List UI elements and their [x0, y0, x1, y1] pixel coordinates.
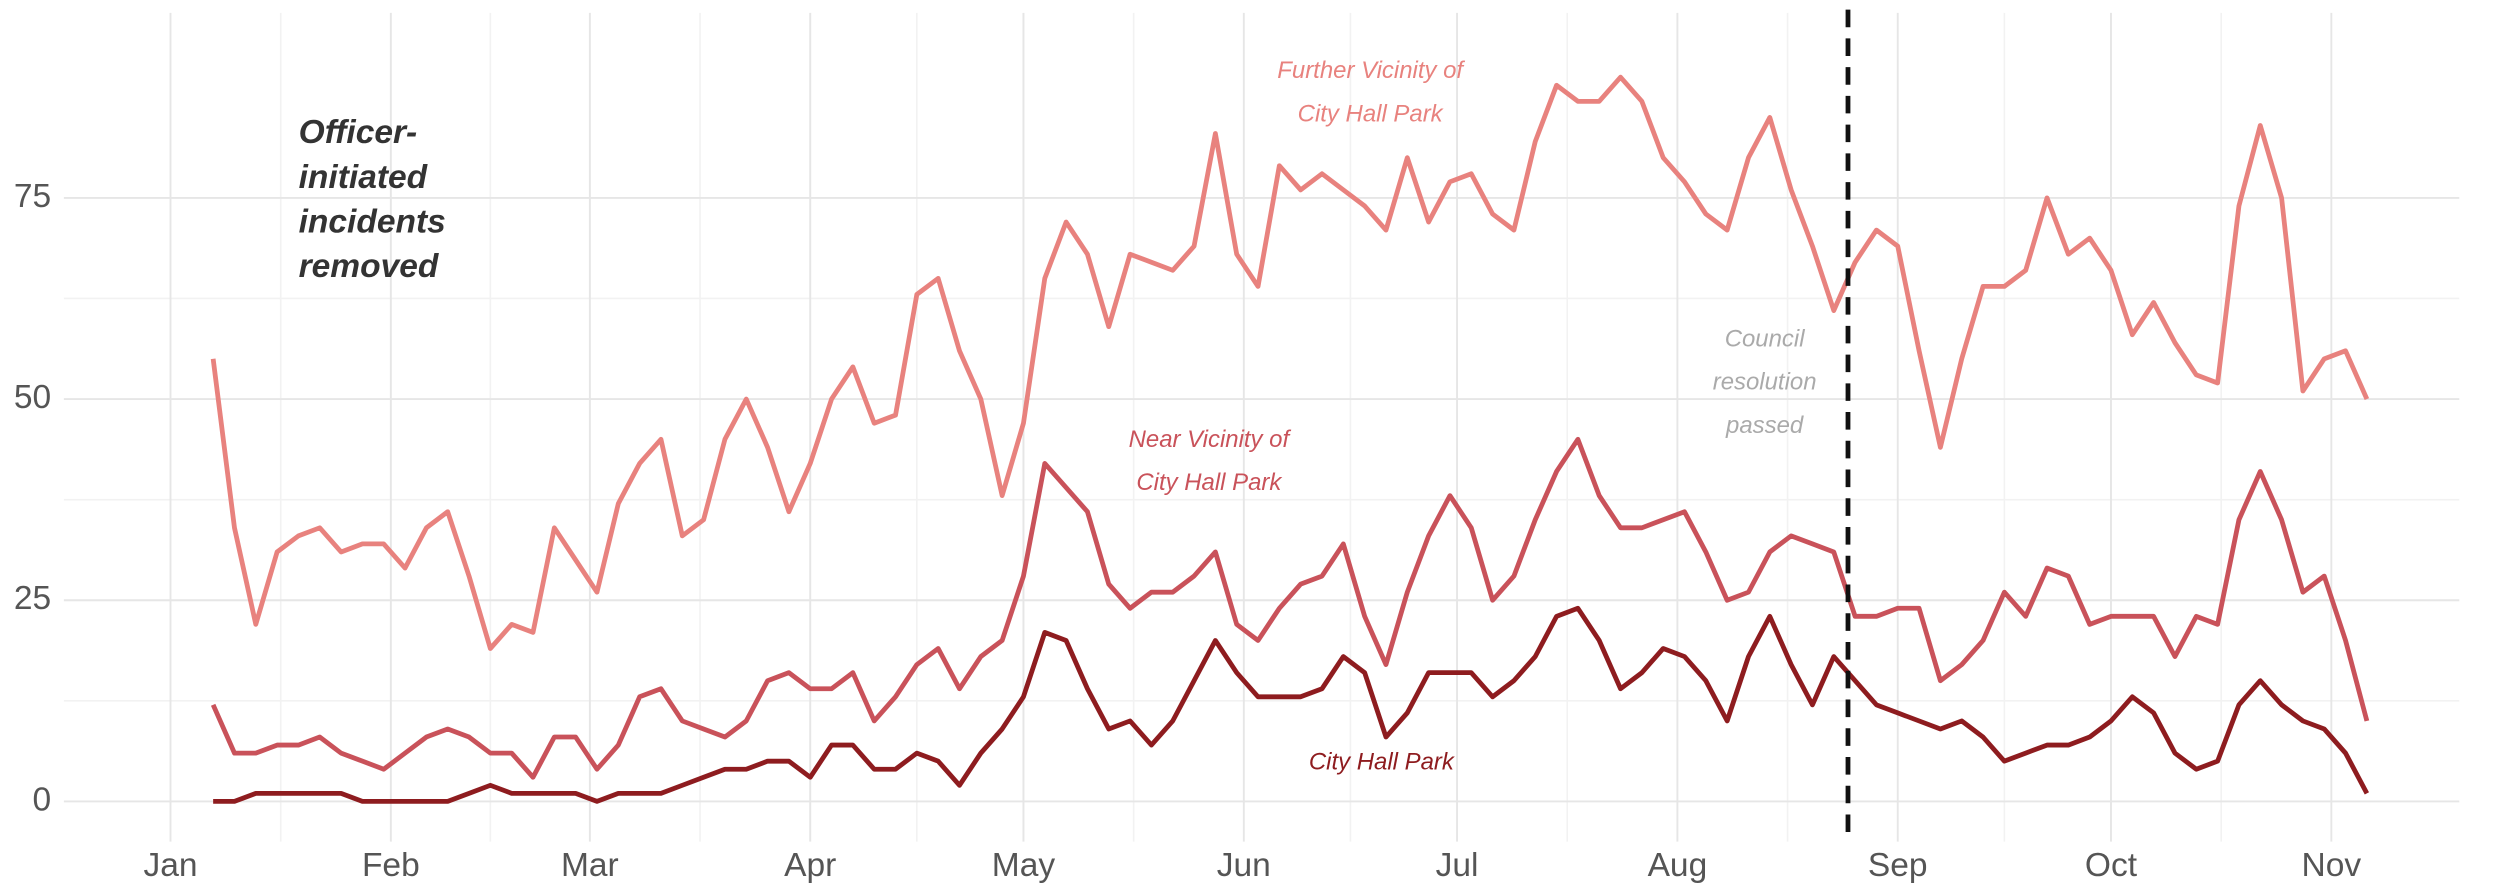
- y-tick-label: 75: [14, 178, 51, 215]
- x-tick-label: Feb: [362, 847, 420, 884]
- x-tick-label: Sep: [1868, 847, 1928, 884]
- x-tick-label: May: [992, 847, 1056, 884]
- chart-title: Officer-: [299, 114, 418, 151]
- chart-title: initiated: [299, 159, 429, 196]
- x-tick-label: Nov: [2302, 847, 2362, 884]
- event-label: passed: [1725, 412, 1804, 439]
- series-label: Near Vicinity of: [1129, 426, 1292, 453]
- chart-title: removed: [299, 248, 440, 285]
- series-label: Further Vicinity of: [1277, 57, 1465, 84]
- chart-title: incidents: [299, 203, 446, 240]
- series-label: City Hall Park: [1309, 749, 1455, 776]
- x-tick-label: Apr: [784, 847, 836, 884]
- x-tick-label: Aug: [1648, 847, 1708, 884]
- series-line: [210, 74, 2370, 651]
- x-tick-label: Mar: [561, 847, 619, 884]
- event-label: Council: [1725, 326, 1806, 353]
- x-tick-label: Jun: [1217, 847, 1271, 884]
- series-label: City Hall Park: [1298, 100, 1444, 127]
- x-tick-label: Jul: [1436, 847, 1479, 884]
- y-tick-label: 0: [32, 781, 51, 818]
- series-line: [213, 605, 2370, 804]
- y-tick-label: 50: [14, 379, 51, 416]
- y-tick-label: 25: [14, 580, 51, 617]
- series-line: [210, 436, 2370, 780]
- x-tick-label: Jan: [143, 847, 197, 884]
- series-label: City Hall Park: [1136, 469, 1282, 496]
- event-label: resolution: [1713, 369, 1817, 396]
- x-tick-label: Oct: [2085, 847, 2138, 884]
